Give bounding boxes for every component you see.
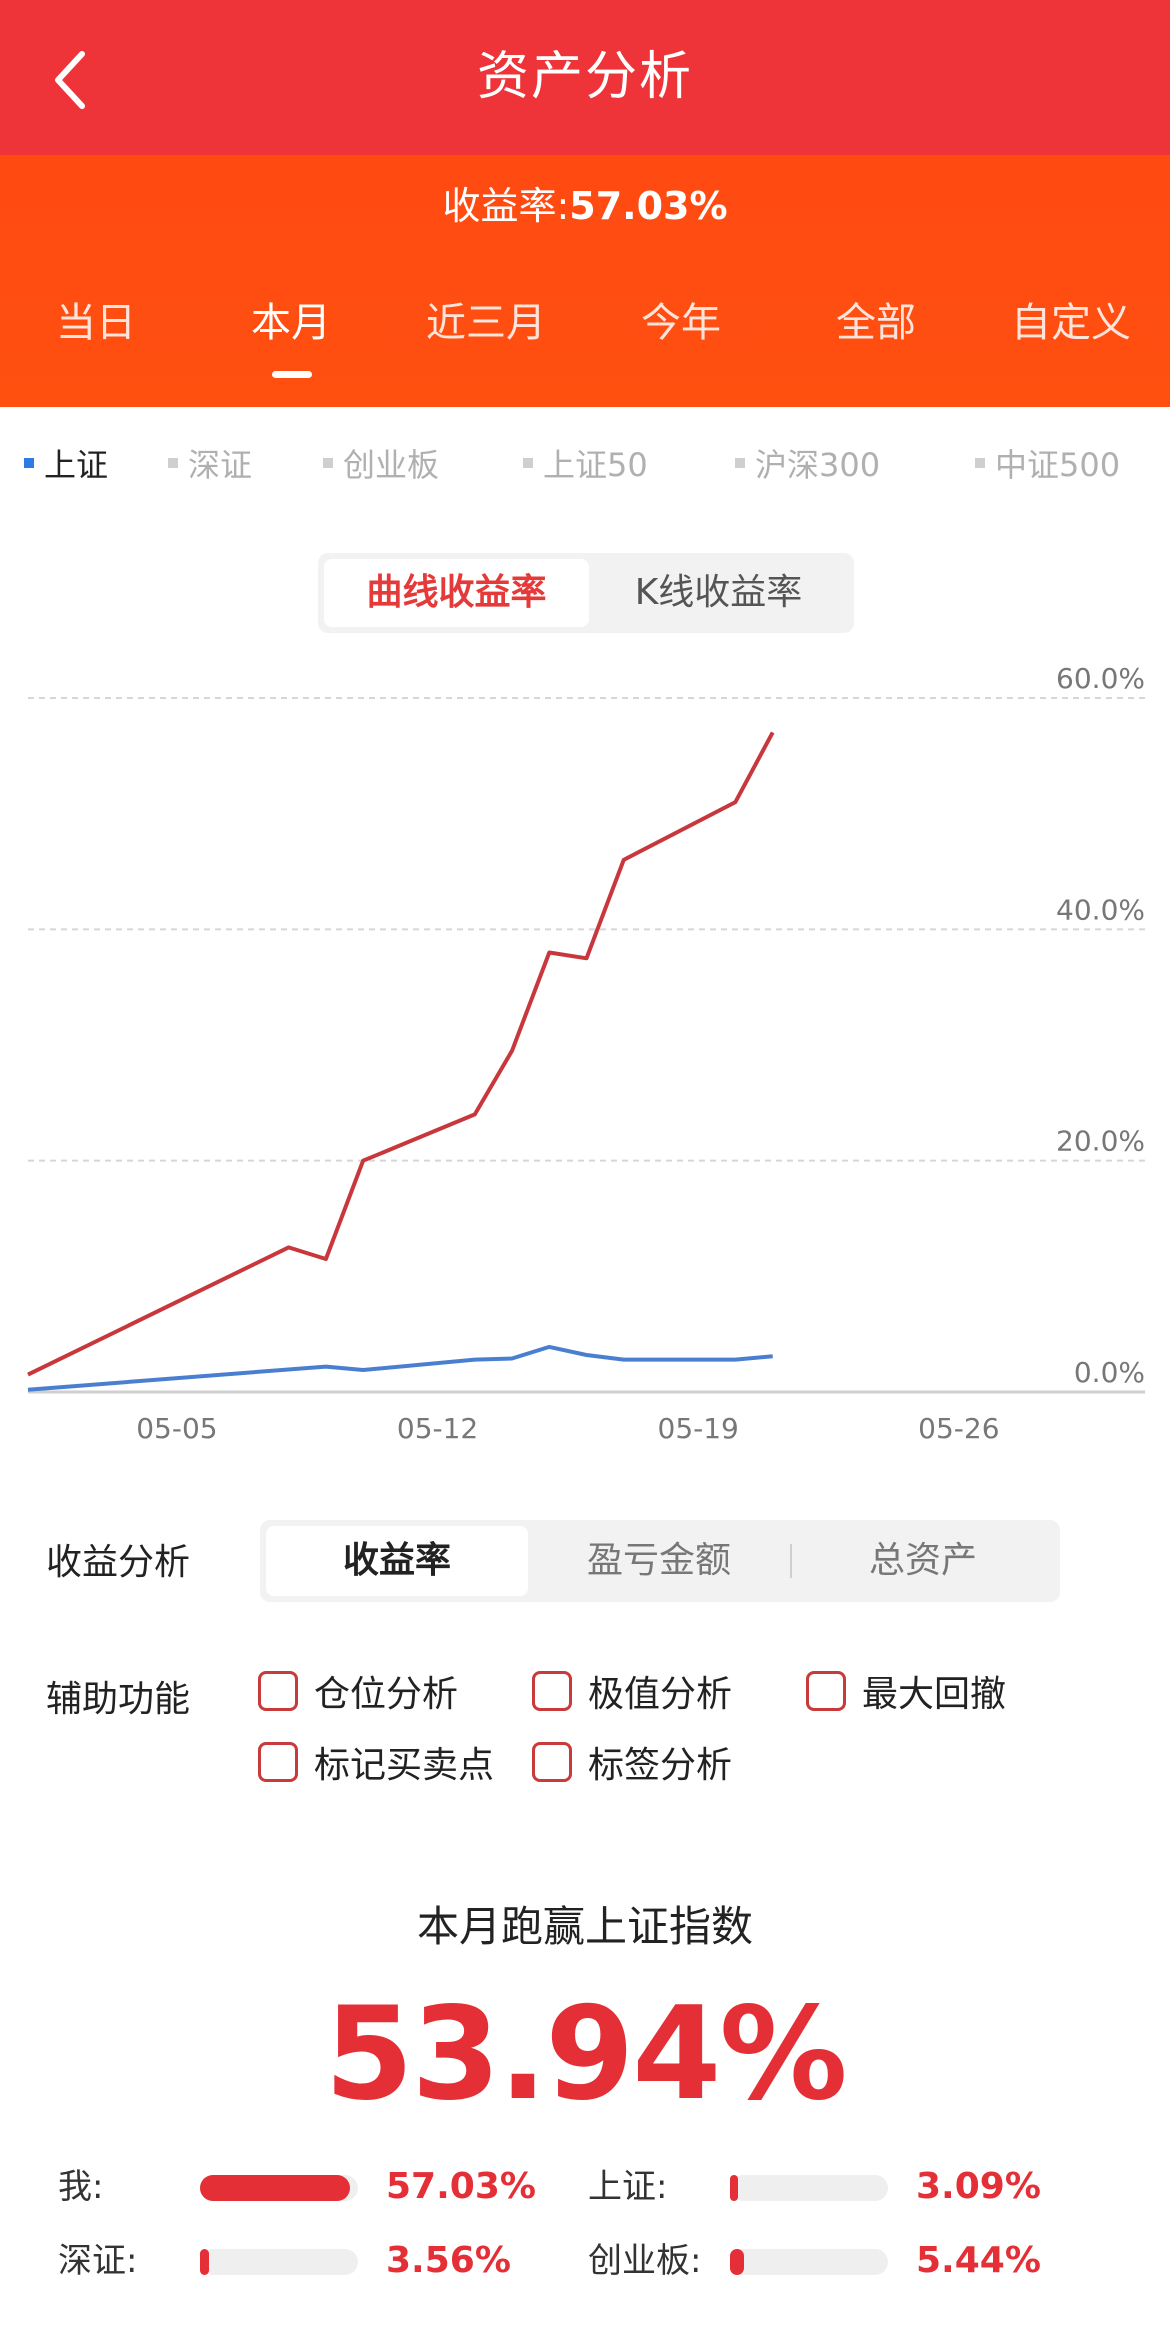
- checkbox-max-drawdown[interactable]: 最大回撤: [806, 1665, 1006, 1717]
- compare-label: 深证:: [58, 2241, 138, 2281]
- yield-value: 57.03%: [569, 184, 728, 228]
- yield-summary: 收益率:57.03%: [0, 175, 1170, 230]
- tab-custom[interactable]: 自定义: [1011, 300, 1131, 346]
- checkbox-icon: [806, 1671, 846, 1711]
- checkbox-label: 标记买卖点: [314, 1745, 495, 1786]
- outperform-value: 53.94%: [324, 1980, 847, 2129]
- index-shenzhen[interactable]: 深证: [168, 440, 252, 486]
- compare-label: 上证:: [588, 2167, 668, 2207]
- index-chinext[interactable]: 创业板: [323, 440, 439, 486]
- index-label: 深证: [188, 446, 253, 484]
- chart-type-toggle: 曲线收益率 K线收益率: [318, 553, 854, 633]
- legend-dot: [168, 458, 178, 468]
- x-tick-label: 05-26: [918, 1412, 999, 1445]
- yield-label: 收益率:: [442, 184, 570, 228]
- app-header: 资产分析: [0, 0, 1170, 155]
- series-line-portfolio: [27, 731, 775, 1377]
- checkbox-trade-markers[interactable]: 标记买卖点: [258, 1736, 494, 1788]
- aux-label: 辅助功能: [46, 1679, 191, 1720]
- compare-value: 57.03%: [386, 2166, 536, 2207]
- checkbox-label: 最大回撤: [862, 1674, 1007, 1715]
- page-title: 资产分析: [476, 47, 693, 107]
- y-tick-label: 0.0%: [1074, 1356, 1145, 1389]
- index-label: 上证50: [543, 446, 648, 484]
- compare-shenzhen: 深证: 3.56%: [58, 2236, 558, 2286]
- index-label: 上证: [44, 446, 109, 484]
- checkbox-icon: [258, 1742, 298, 1782]
- legend-dot: [323, 458, 333, 468]
- y-tick-label: 60.0%: [1056, 662, 1145, 695]
- tab-today[interactable]: 当日: [56, 300, 136, 346]
- compare-fill: [200, 2249, 209, 2275]
- compare-fill: [730, 2175, 738, 2201]
- compare-shanghai: 上证: 3.09%: [588, 2162, 1088, 2212]
- period-tabs: 当日 本月 近三月 今年 全部 自定义: [0, 290, 1170, 370]
- analysis-option-total-assets[interactable]: 总资产: [868, 1540, 977, 1581]
- compare-fill: [200, 2175, 350, 2201]
- index-shanghai[interactable]: 上证: [24, 440, 108, 486]
- outperform-title: 本月跑赢上证指数: [416, 1902, 753, 1951]
- compare-label: 创业板:: [588, 2241, 702, 2281]
- compare-label: 我:: [58, 2167, 104, 2207]
- segment-divider: [790, 1544, 792, 1578]
- analysis-option-pnl[interactable]: 盈亏金额: [586, 1540, 731, 1581]
- compare-value: 5.44%: [916, 2240, 1041, 2281]
- series-line-shanghai: [27, 1344, 773, 1392]
- checkbox-icon: [532, 1742, 572, 1782]
- chevron-left-icon: [55, 51, 85, 109]
- legend-dot: [24, 458, 34, 468]
- tab-three-months[interactable]: 近三月: [426, 300, 546, 346]
- active-tab-indicator: [272, 371, 312, 378]
- checkbox-extreme-analysis[interactable]: 极值分析: [532, 1665, 732, 1717]
- kline-yield-button[interactable]: K线收益率: [634, 572, 803, 613]
- y-tick-label: 20.0%: [1056, 1125, 1145, 1158]
- index-csi300[interactable]: 沪深300: [735, 440, 880, 486]
- tab-this-month[interactable]: 本月: [251, 300, 331, 346]
- legend-dot: [523, 458, 533, 468]
- index-label: 中证500: [995, 446, 1121, 484]
- analysis-option-yield[interactable]: 收益率: [266, 1526, 528, 1596]
- legend-dot: [735, 458, 745, 468]
- index-label: 创业板: [343, 446, 440, 484]
- x-tick-label: 05-12: [397, 1412, 478, 1445]
- back-button[interactable]: [40, 40, 100, 120]
- compare-track: [730, 2175, 888, 2201]
- compare-chinext: 创业板: 5.44%: [588, 2236, 1088, 2286]
- analysis-label: 收益分析: [46, 1542, 191, 1583]
- compare-track: [730, 2249, 888, 2275]
- compare-value: 3.09%: [916, 2166, 1041, 2207]
- checkbox-icon: [532, 1671, 572, 1711]
- checkbox-label: 标签分析: [588, 1745, 733, 1786]
- index-csi500[interactable]: 中证500: [975, 440, 1120, 486]
- index-filter: 上证 深证 创业板 上证50 沪深300 中证500: [0, 440, 1170, 500]
- x-tick-label: 05-19: [658, 1412, 739, 1445]
- curve-yield-button[interactable]: 曲线收益率: [324, 559, 589, 627]
- checkbox-icon: [258, 1671, 298, 1711]
- compare-me: 我: 57.03%: [58, 2162, 558, 2212]
- yield-chart: 60.0% 40.0% 20.0% 0.0% 05-05 05-12 05-19 05-26: [27, 662, 1145, 1445]
- compare-track: [200, 2249, 358, 2275]
- tab-this-year[interactable]: 今年: [641, 300, 721, 346]
- index-label: 沪深300: [755, 446, 881, 484]
- x-tick-label: 05-05: [136, 1412, 217, 1445]
- y-tick-label: 40.0%: [1056, 893, 1145, 926]
- checkbox-label: 极值分析: [588, 1674, 733, 1715]
- compare-fill: [730, 2249, 744, 2275]
- compare-value: 3.56%: [386, 2240, 511, 2281]
- legend-dot: [975, 458, 985, 468]
- tab-all[interactable]: 全部: [836, 300, 916, 346]
- analysis-selector: 收益率 盈亏金额 总资产: [260, 1520, 1060, 1602]
- index-sse50[interactable]: 上证50: [523, 440, 648, 486]
- summary-panel: 收益率:57.03% 当日 本月 近三月 今年 全部 自定义: [0, 155, 1170, 407]
- compare-track: [200, 2175, 358, 2201]
- checkbox-position-analysis[interactable]: 仓位分析: [258, 1665, 458, 1717]
- checkbox-label: 仓位分析: [314, 1674, 459, 1715]
- checkbox-tag-analysis[interactable]: 标签分析: [532, 1736, 732, 1788]
